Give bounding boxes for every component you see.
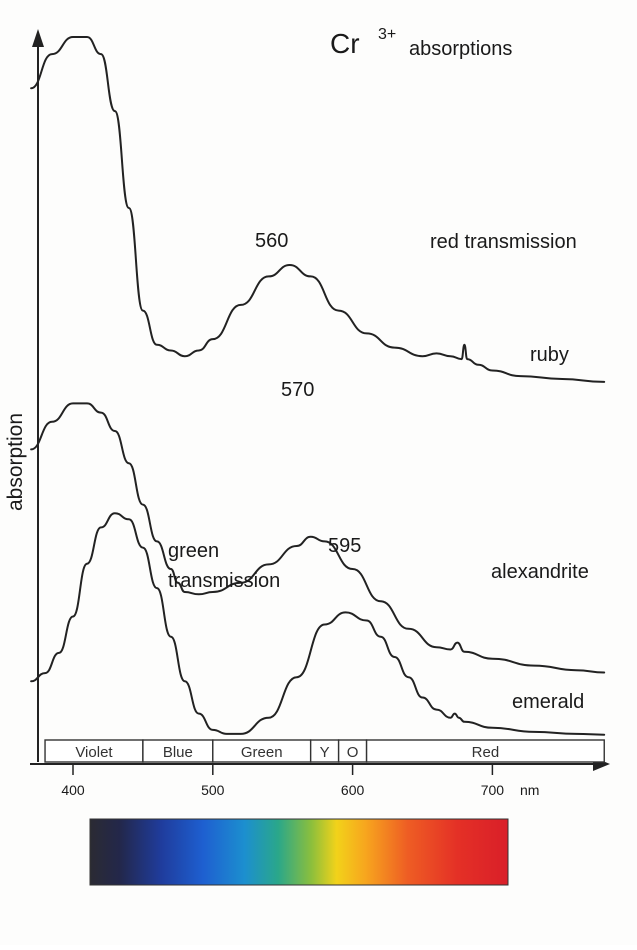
series-label-alexandrite: alexandrite (491, 561, 589, 583)
curve-alexandrite (30, 402, 606, 674)
curve-ruby (30, 36, 606, 383)
band-label-blue: Blue (163, 744, 193, 761)
color-band-strip: Violet Blue Green Y O Red (44, 739, 605, 763)
x-axis-ticks: 400 500 600 700 (61, 764, 504, 798)
x-axis-unit-label: nm (520, 782, 539, 798)
annotation-green: green (168, 540, 219, 562)
axes (30, 29, 610, 771)
band-label-violet: Violet (75, 744, 113, 761)
chart-title-superscript: 3+ (378, 26, 396, 43)
band-label-o: O (347, 744, 359, 761)
x-tick-label-700: 700 (481, 782, 505, 798)
y-axis-label: absorption (4, 413, 27, 511)
x-tick-label-600: 600 (341, 782, 365, 798)
chart-title-main: Cr (330, 28, 360, 59)
band-label-red: Red (472, 744, 500, 761)
band-red (365, 739, 605, 763)
chart-title-rest: absorptions (409, 38, 512, 60)
annotation-red-transmission: red transmission (430, 231, 577, 253)
curve-emerald (30, 512, 606, 736)
annotation-transmission: transmission (168, 570, 280, 592)
x-tick-label-500: 500 (201, 782, 225, 798)
peak-label-ruby: 560 (255, 230, 288, 252)
band-label-y: Y (320, 744, 330, 761)
peak-label-emerald: 595 (328, 535, 361, 557)
chart-title: Cr 3+ absorptions (330, 26, 512, 60)
series-label-ruby: ruby (530, 344, 569, 366)
visible-spectrum-bar (89, 818, 509, 886)
absorption-curves (30, 36, 606, 736)
y-axis-arrowhead (32, 29, 44, 47)
peak-label-alexandrite: 570 (281, 379, 314, 401)
series-label-emerald: emerald (512, 691, 584, 713)
band-label-green: Green (241, 744, 283, 761)
x-tick-label-400: 400 (61, 782, 85, 798)
